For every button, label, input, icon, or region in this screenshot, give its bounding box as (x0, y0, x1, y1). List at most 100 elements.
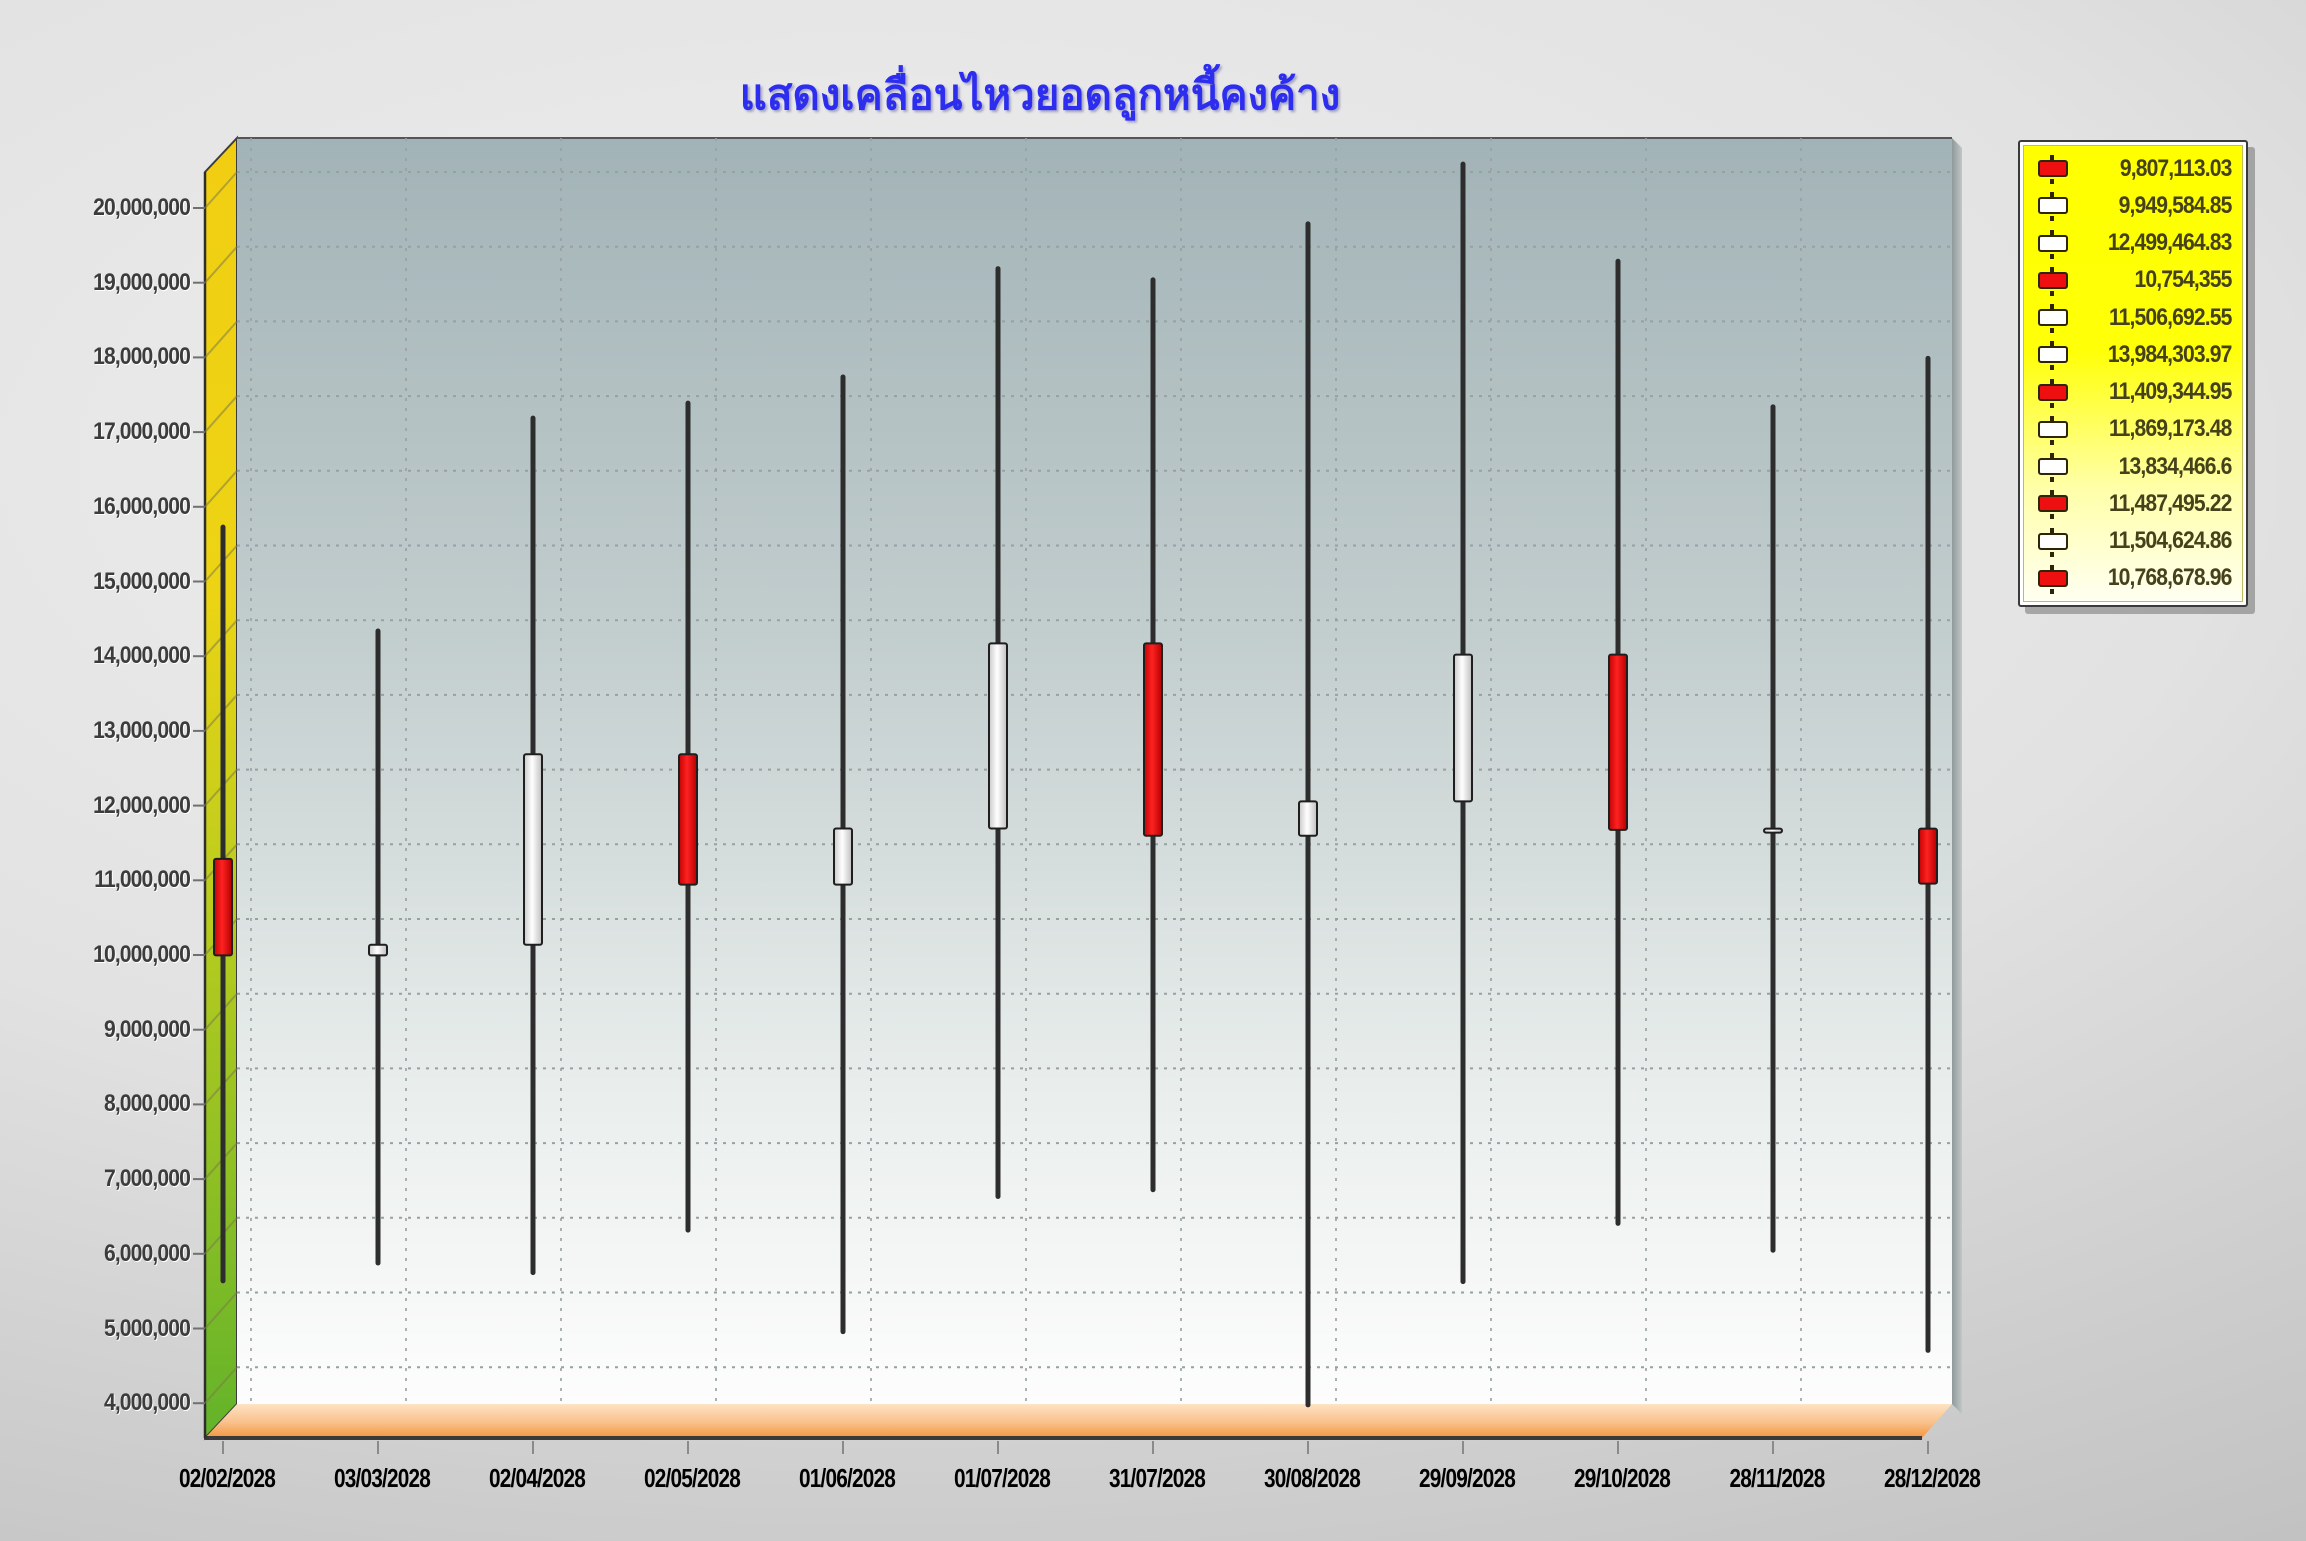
y-axis-label: 6,000,000 (103, 1239, 191, 1267)
legend-value: 13,834,466.6 (2118, 452, 2233, 480)
y-axis-label: 14,000,000 (93, 642, 191, 670)
legend-value: 11,487,495.22 (2108, 489, 2232, 517)
y-axis-label: 13,000,000 (93, 716, 191, 744)
legend-item[interactable]: 13,984,303.97 (2024, 338, 2242, 372)
candle-up-icon (2038, 304, 2068, 334)
legend-item[interactable]: 10,754,355 (2024, 263, 2242, 297)
y-axis-label: 7,000,000 (103, 1165, 191, 1193)
chart-title: แสดงเคลื่อนไหวยอดลูกหนี้คงค้าง (739, 71, 1341, 118)
legend-item[interactable]: 11,506,692.55 (2024, 301, 2242, 335)
candlestick[interactable] (1763, 404, 1783, 1253)
candle-up-icon (2038, 453, 2068, 483)
y-axis-label: 9,000,000 (103, 1015, 191, 1043)
candle-up-icon (2038, 527, 2068, 557)
legend-item[interactable]: 11,504,624.86 (2024, 524, 2242, 558)
legend-value: 11,504,624.86 (2108, 527, 2232, 555)
legend-value: 10,768,678.96 (2107, 564, 2233, 592)
y-axis-label: 11,000,000 (94, 866, 191, 894)
y-axis-label: 19,000,000 (93, 268, 191, 296)
candle-down-icon (2038, 490, 2068, 520)
legend-item[interactable]: 9,949,584.85 (2024, 189, 2242, 223)
legend-item[interactable]: 12,499,464.83 (2024, 226, 2242, 260)
y-axis-label: 4,000,000 (103, 1389, 191, 1417)
candle-body-red[interactable] (1608, 653, 1628, 831)
candlestick[interactable] (1918, 355, 1938, 1353)
right-wall-3d (1952, 138, 1962, 1414)
wall-tick (204, 171, 238, 209)
legend-item[interactable]: 13,834,466.6 (2024, 450, 2242, 484)
candles-series (213, 161, 1938, 1408)
x-axis-label: 02/02/2028 (178, 1463, 276, 1493)
legend-value: 12,499,464.83 (2107, 229, 2233, 257)
y-axis-label: 15,000,000 (93, 567, 191, 595)
legend-item[interactable]: 10,768,678.96 (2024, 561, 2242, 595)
candlestick[interactable] (1608, 258, 1628, 1226)
candle-up-icon (2038, 415, 2068, 445)
y-axis-label: 10,000,000 (93, 941, 191, 968)
x-axis-label: 02/05/2028 (643, 1463, 741, 1493)
legend-value: 11,409,344.95 (2108, 378, 2232, 406)
y-axis-label: 8,000,000 (103, 1090, 191, 1118)
x-axis-label: 01/06/2028 (798, 1463, 896, 1493)
candle-down-icon (2038, 564, 2068, 594)
y-axis-label: 20,000,000 (93, 194, 191, 221)
candlestick[interactable] (368, 628, 388, 1266)
wall-tick (204, 246, 238, 284)
legend-value: 10,754,355 (2134, 266, 2233, 294)
legend-items: 9,807,113.03 9,949,584.85 12,499,464.83 10,… (2023, 145, 2243, 602)
legend-item[interactable]: 11,409,344.95 (2024, 375, 2242, 409)
candle-body-white[interactable] (523, 753, 543, 946)
legend-item[interactable]: 11,869,173.48 (2024, 412, 2242, 446)
candle-up-icon (2038, 229, 2068, 259)
candle-body-white[interactable] (1453, 653, 1473, 803)
y-axis-label: 12,000,000 (93, 791, 191, 819)
floor-3d (205, 1404, 1952, 1438)
wall-tick (204, 1291, 238, 1330)
candle-up-icon (2038, 341, 2068, 371)
candlestick[interactable] (833, 374, 853, 1335)
x-axis-label: 29/09/2028 (1418, 1463, 1516, 1493)
y-axis-label: 5,000,000 (103, 1314, 191, 1342)
candle-body-red[interactable] (1143, 642, 1163, 837)
candle-body-white[interactable] (833, 827, 853, 886)
legend-box: 9,807,113.03 9,949,584.85 12,499,464.83 10,… (2018, 140, 2248, 607)
gridlines (237, 138, 1952, 1404)
candle-down-icon (2038, 155, 2068, 185)
candlestick[interactable] (988, 266, 1008, 1199)
legend-item[interactable]: 9,807,113.03 (2024, 152, 2242, 186)
y-axis-label: 16,000,000 (93, 492, 191, 520)
candlestick[interactable] (523, 415, 543, 1276)
candle-body-white[interactable] (368, 943, 388, 957)
candlestick[interactable] (213, 524, 233, 1284)
legend-value: 9,807,113.03 (2119, 154, 2232, 182)
x-axis-label: 31/07/2028 (1108, 1463, 1206, 1493)
y-axis-label: 18,000,000 (93, 343, 191, 371)
candlestick[interactable] (1143, 277, 1163, 1193)
candlestick[interactable] (1298, 221, 1318, 1408)
candle-body-white[interactable] (1298, 800, 1318, 837)
candle-body-red[interactable] (678, 753, 698, 886)
legend-value: 13,984,303.97 (2107, 340, 2233, 368)
wall-tick (204, 1366, 238, 1404)
candle-body-white[interactable] (1763, 827, 1783, 834)
candlestick[interactable] (1453, 161, 1473, 1285)
x-axis-label: 02/04/2028 (488, 1463, 586, 1493)
back-wall (237, 138, 1952, 1404)
candle-body-white[interactable] (988, 642, 1008, 830)
x-axis-label: 29/10/2028 (1573, 1463, 1671, 1493)
x-axis-label: 03/03/2028 (333, 1463, 431, 1493)
candle-body-red[interactable] (213, 857, 233, 957)
x-axis-label: 28/12/2028 (1883, 1463, 1981, 1493)
legend-item[interactable]: 11,487,495.22 (2024, 487, 2242, 521)
y-axis-label: 17,000,000 (93, 418, 191, 446)
candle-down-icon (2038, 378, 2068, 408)
wall-tick (204, 470, 238, 508)
x-axis-label: 01/07/2028 (953, 1463, 1051, 1493)
candle-body-red[interactable] (1918, 827, 1938, 885)
wall-tick (204, 320, 238, 359)
candlestick[interactable] (678, 400, 698, 1233)
wall-tick (204, 395, 238, 433)
x-axis-label: 28/11/2028 (1729, 1463, 1826, 1493)
